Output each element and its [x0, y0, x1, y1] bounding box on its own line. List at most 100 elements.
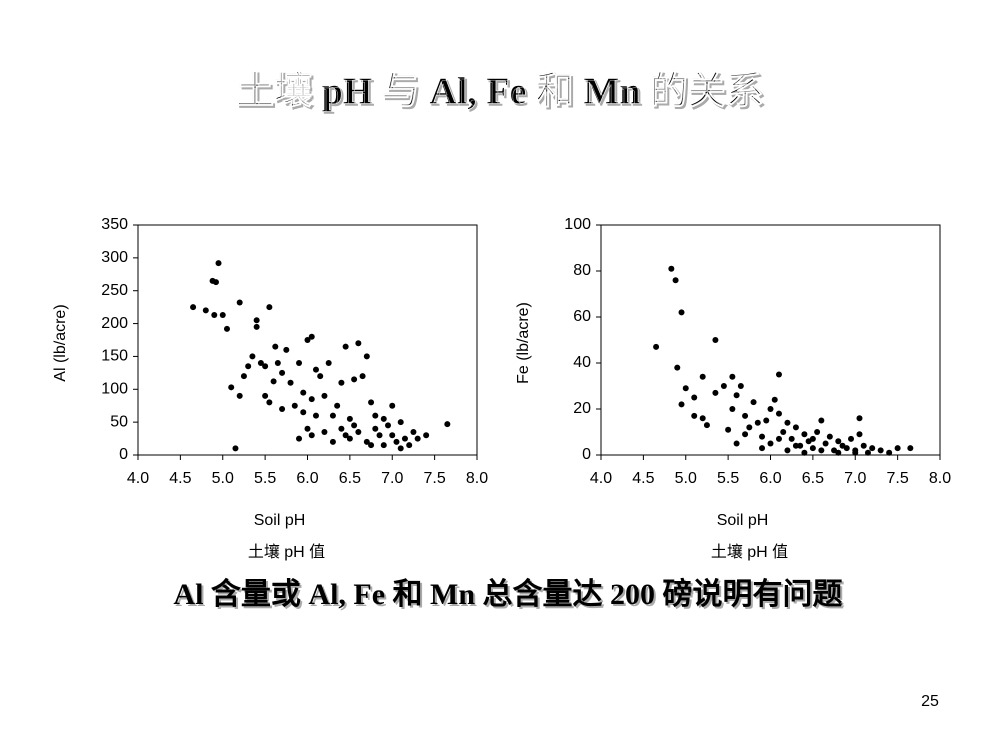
point	[856, 415, 863, 422]
point	[236, 299, 243, 306]
point	[699, 415, 706, 422]
x-axis-label-cn: 土壤 pH 值	[248, 542, 325, 561]
point	[240, 373, 247, 380]
point	[809, 435, 816, 442]
point	[682, 385, 689, 392]
point	[376, 432, 383, 439]
point	[797, 442, 804, 449]
x-tick-label: 4.5	[632, 470, 654, 487]
point	[678, 401, 685, 408]
point	[321, 429, 328, 435]
point	[653, 343, 660, 350]
point	[359, 373, 366, 380]
x-tick-label: 5.5	[717, 470, 739, 487]
point	[346, 415, 353, 422]
point	[312, 366, 319, 373]
point	[792, 424, 799, 431]
x-tick-label: 5.0	[675, 470, 697, 487]
x-axis-label-cn: 土壤 pH 值	[711, 542, 788, 561]
point	[211, 312, 218, 319]
point	[848, 435, 855, 442]
point	[678, 309, 685, 316]
point	[274, 360, 281, 366]
x-tick-label: 7.0	[844, 470, 866, 487]
point	[869, 445, 876, 452]
point	[894, 445, 901, 452]
point	[410, 429, 417, 435]
y-axis-label: Fe (lb/acre)	[515, 302, 532, 384]
point	[860, 442, 867, 449]
point	[368, 442, 375, 449]
point	[257, 360, 264, 366]
point	[729, 406, 736, 412]
x-tick-label: 4.5	[169, 470, 191, 487]
point	[291, 402, 298, 409]
point	[886, 449, 893, 456]
y-tick-label: 0	[582, 446, 591, 463]
point	[742, 412, 749, 419]
point	[750, 399, 757, 406]
y-tick-label: 40	[573, 354, 591, 371]
point	[746, 424, 753, 431]
point	[763, 417, 770, 424]
point	[385, 422, 392, 429]
point	[300, 389, 307, 396]
x-tick-label: 6.0	[759, 470, 781, 487]
point	[308, 333, 315, 340]
point	[232, 445, 239, 452]
x-tick-label: 8.0	[929, 470, 951, 487]
point	[262, 392, 269, 399]
slide-note: Al 含量或 Al, Fe 和 Mn 总含量达 200 磅说明有问题	[173, 577, 842, 611]
point	[672, 277, 679, 284]
point	[406, 442, 413, 449]
x-tick-label: 5.5	[254, 470, 276, 487]
point	[775, 435, 782, 442]
point	[397, 445, 404, 452]
point	[907, 445, 914, 452]
point	[304, 337, 311, 343]
y-tick-label: 250	[101, 282, 128, 299]
point	[414, 435, 421, 442]
point	[788, 435, 795, 442]
point	[279, 369, 286, 376]
point	[699, 373, 706, 380]
point	[321, 392, 328, 399]
point	[296, 435, 303, 442]
y-tick-label: 20	[573, 400, 591, 417]
x-tick-label: 4.0	[127, 470, 149, 487]
point	[771, 396, 778, 403]
point	[835, 449, 842, 456]
point	[742, 431, 749, 438]
point	[228, 384, 235, 391]
x-tick-label: 6.0	[296, 470, 318, 487]
point	[351, 422, 358, 429]
point	[826, 433, 833, 440]
point	[372, 425, 379, 432]
point	[691, 394, 698, 401]
point	[212, 279, 219, 286]
point	[329, 412, 336, 419]
point	[856, 431, 863, 438]
point	[317, 373, 324, 380]
y-tick-label: 80	[573, 262, 591, 279]
point	[287, 379, 294, 386]
point	[814, 429, 821, 435]
point	[818, 417, 825, 424]
point	[775, 410, 782, 417]
y-tick-label: 60	[573, 308, 591, 325]
point	[296, 360, 303, 366]
point	[272, 343, 279, 350]
point	[308, 396, 315, 403]
y-axis-label: Al (lb/acre)	[52, 304, 69, 381]
y-tick-label: 100	[101, 381, 128, 398]
point	[202, 307, 209, 314]
point	[279, 406, 286, 412]
point	[444, 421, 451, 428]
point	[389, 402, 396, 409]
x-tick-label: 8.0	[466, 470, 488, 487]
point	[334, 402, 341, 409]
point	[784, 447, 791, 454]
y-tick-label: 300	[101, 249, 128, 266]
point	[236, 392, 243, 399]
point	[767, 406, 774, 412]
